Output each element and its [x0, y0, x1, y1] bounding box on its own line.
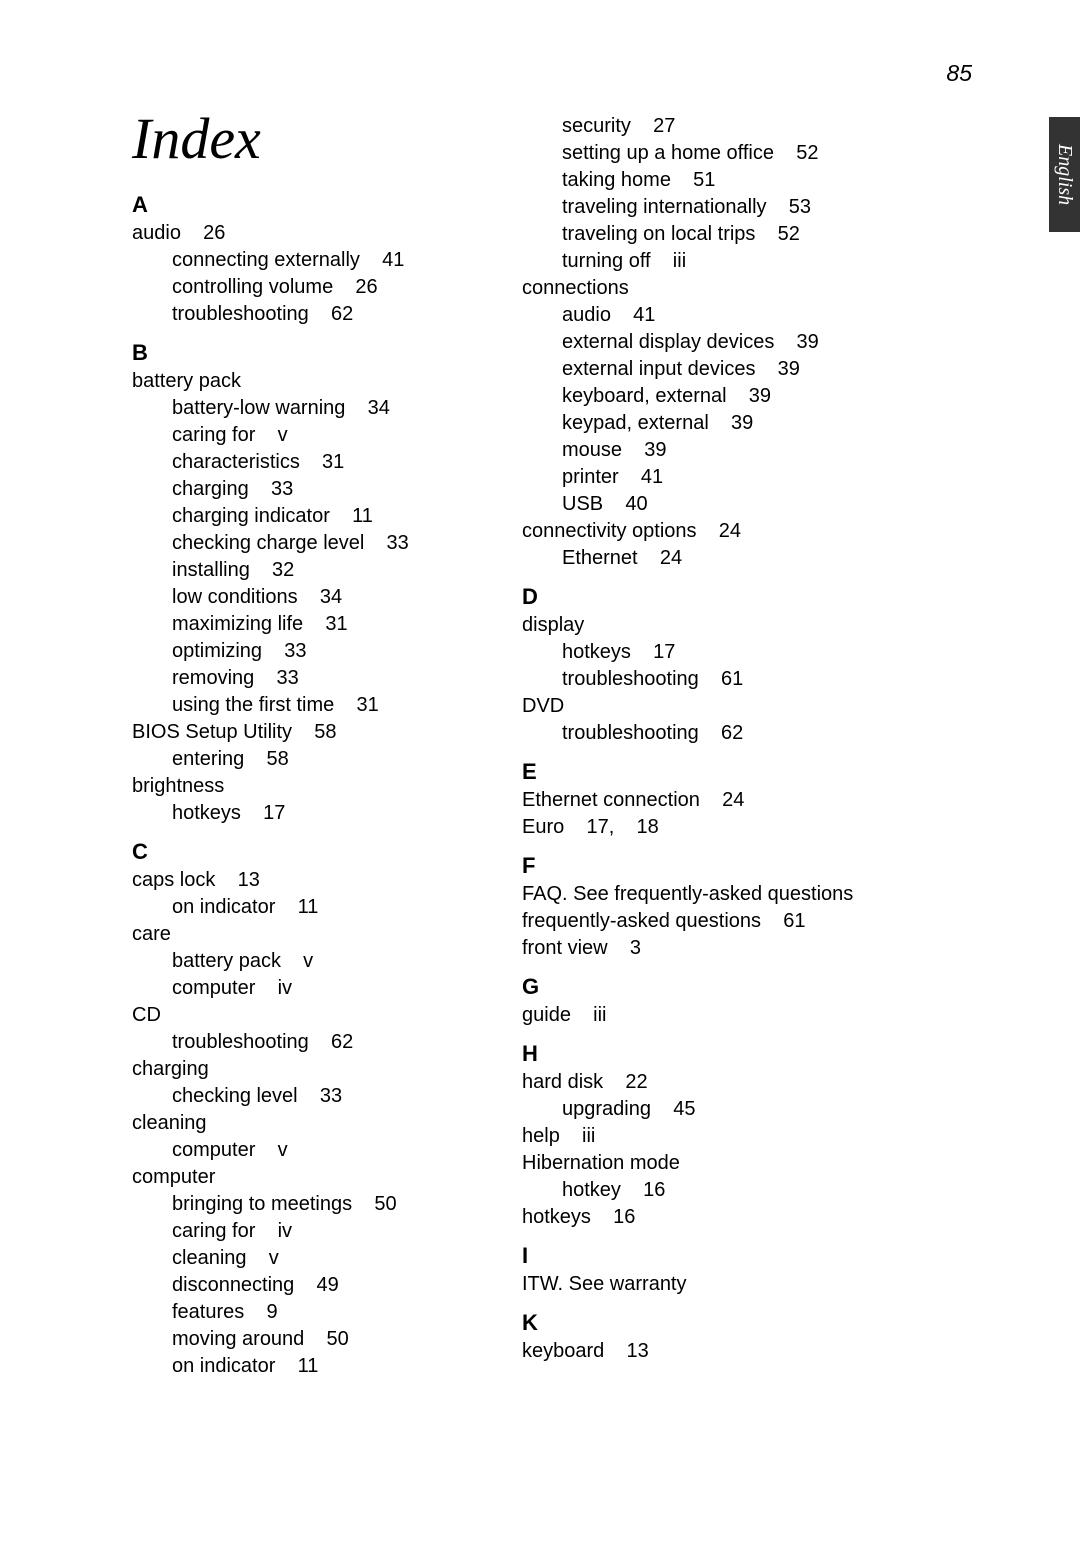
index-entry: taking home 51 [562, 167, 902, 194]
index-entry: controlling volume 26 [172, 274, 502, 301]
index-entry: charging indicator 11 [172, 503, 502, 530]
index-entry: connectivity options 24 [522, 518, 902, 545]
index-entry: optimizing 33 [172, 638, 502, 665]
index-entry: hotkey 16 [562, 1177, 902, 1204]
index-entry: computer v [172, 1137, 502, 1164]
index-entry: troubleshooting 62 [172, 1029, 502, 1056]
index-entry: external display devices 39 [562, 329, 902, 356]
index-letter: C [132, 839, 502, 865]
index-letter: F [522, 853, 902, 879]
index-entry: guide iii [522, 1002, 902, 1029]
index-entry: characteristics 31 [172, 449, 502, 476]
index-title: Index [132, 105, 502, 172]
index-entry: front view 3 [522, 935, 902, 962]
index-entry: removing 33 [172, 665, 502, 692]
index-entry: traveling internationally 53 [562, 194, 902, 221]
index-entry: display [522, 612, 902, 639]
index-entry: mouse 39 [562, 437, 902, 464]
index-entry: disconnecting 49 [172, 1272, 502, 1299]
index-entry: Ethernet connection 24 [522, 787, 902, 814]
index-entry: traveling on local trips 52 [562, 221, 902, 248]
index-entry: keyboard, external 39 [562, 383, 902, 410]
index-entry: USB 40 [562, 491, 902, 518]
index-entry: connecting externally 41 [172, 247, 502, 274]
index-letter: D [522, 584, 902, 610]
index-entry: charging [132, 1056, 502, 1083]
index-entry: cleaning v [172, 1245, 502, 1272]
index-entry: DVD [522, 693, 902, 720]
index-entry: features 9 [172, 1299, 502, 1326]
index-entry: on indicator 11 [172, 894, 502, 921]
index-entry: charging 33 [172, 476, 502, 503]
index-entry: troubleshooting 62 [562, 720, 902, 747]
index-letter: B [132, 340, 502, 366]
index-entry: computer [132, 1164, 502, 1191]
index-entry: bringing to meetings 50 [172, 1191, 502, 1218]
index-letter: G [522, 974, 902, 1000]
index-entry: care [132, 921, 502, 948]
index-letter: A [132, 192, 502, 218]
index-entry: checking level 33 [172, 1083, 502, 1110]
index-entry: hotkeys 16 [522, 1204, 902, 1231]
index-entry: entering 58 [172, 746, 502, 773]
page-number: 85 [946, 60, 972, 87]
left-column: Index Aaudio 26connecting externally 41c… [132, 105, 502, 1380]
index-entry: Ethernet 24 [562, 545, 902, 572]
right-column: security 27setting up a home office 52ta… [522, 105, 902, 1380]
language-tab: English [1049, 117, 1080, 232]
index-entry: BIOS Setup Utility 58 [132, 719, 502, 746]
index-entry: installing 32 [172, 557, 502, 584]
index-entry: computer iv [172, 975, 502, 1002]
index-entry: battery-low warning 34 [172, 395, 502, 422]
index-entry: help iii [522, 1123, 902, 1150]
index-entry: FAQ. See frequently-asked questions [522, 881, 902, 908]
index-entry: hotkeys 17 [172, 800, 502, 827]
index-entry: frequently-asked questions 61 [522, 908, 902, 935]
index-entry: troubleshooting 61 [562, 666, 902, 693]
index-entry: audio 26 [132, 220, 502, 247]
index-entry: Hibernation mode [522, 1150, 902, 1177]
index-letter: H [522, 1041, 902, 1067]
index-entry: ITW. See warranty [522, 1271, 902, 1298]
index-entry: troubleshooting 62 [172, 301, 502, 328]
index-letter: I [522, 1243, 902, 1269]
index-letter: E [522, 759, 902, 785]
index-entry: cleaning [132, 1110, 502, 1137]
index-content: Index Aaudio 26connecting externally 41c… [132, 105, 940, 1380]
index-entry: turning off iii [562, 248, 902, 275]
index-entry: moving around 50 [172, 1326, 502, 1353]
index-entry: upgrading 45 [562, 1096, 902, 1123]
index-entry: CD [132, 1002, 502, 1029]
index-entry: Euro 17, 18 [522, 814, 902, 841]
index-entry: setting up a home office 52 [562, 140, 902, 167]
index-entry: hotkeys 17 [562, 639, 902, 666]
index-entry: connections [522, 275, 902, 302]
index-entry: on indicator 11 [172, 1353, 502, 1380]
index-entry: security 27 [562, 113, 902, 140]
index-entry: using the first time 31 [172, 692, 502, 719]
index-entry: battery pack [132, 368, 502, 395]
index-entry: caring for iv [172, 1218, 502, 1245]
index-entry: caps lock 13 [132, 867, 502, 894]
left-entries: Aaudio 26connecting externally 41control… [132, 192, 502, 1380]
index-entry: keypad, external 39 [562, 410, 902, 437]
index-entry: low conditions 34 [172, 584, 502, 611]
index-entry: maximizing life 31 [172, 611, 502, 638]
index-letter: K [522, 1310, 902, 1336]
index-entry: external input devices 39 [562, 356, 902, 383]
index-entry: hard disk 22 [522, 1069, 902, 1096]
index-entry: printer 41 [562, 464, 902, 491]
index-entry: brightness [132, 773, 502, 800]
index-entry: battery pack v [172, 948, 502, 975]
index-entry: caring for v [172, 422, 502, 449]
index-entry: keyboard 13 [522, 1338, 902, 1365]
index-entry: checking charge level 33 [172, 530, 502, 557]
right-entries: security 27setting up a home office 52ta… [522, 113, 902, 1365]
index-entry: audio 41 [562, 302, 902, 329]
